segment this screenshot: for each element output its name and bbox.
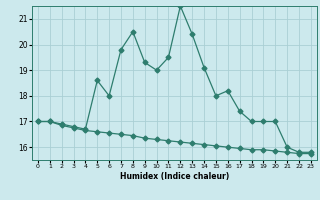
X-axis label: Humidex (Indice chaleur): Humidex (Indice chaleur) xyxy=(120,172,229,181)
